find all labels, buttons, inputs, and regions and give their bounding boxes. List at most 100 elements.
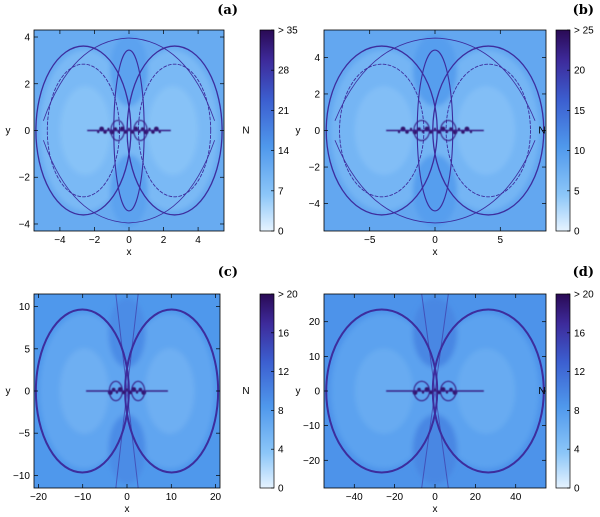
y-tick-label: 0 bbox=[314, 387, 320, 398]
x-axis-label: x bbox=[127, 247, 132, 258]
colorbar-label: N bbox=[242, 126, 249, 137]
y-axis-label: y bbox=[296, 126, 301, 137]
colorbar-tick-label: > 35 bbox=[278, 26, 298, 37]
y-tick-label: 20 bbox=[309, 317, 321, 328]
cluster-dot bbox=[445, 130, 449, 134]
x-tick-label: 5 bbox=[498, 235, 504, 246]
heatmap-basins bbox=[330, 34, 540, 227]
central-cluster bbox=[86, 380, 168, 402]
chart-panel-4: −40 −20 0 20 40 −20 −10 0 10 20 x y 0 4 8 12 16 > 20 N (d) bbox=[296, 265, 595, 515]
panel-letter: (b) bbox=[573, 3, 594, 18]
cluster-dot bbox=[421, 391, 425, 394]
colorbar-tick-label: 15 bbox=[574, 106, 586, 117]
cluster-dot bbox=[445, 391, 449, 394]
cluster-loop-left bbox=[110, 119, 125, 142]
cluster-dot bbox=[433, 388, 437, 391]
colorbar-tick-label: > 25 bbox=[574, 26, 594, 37]
colorbar-tick-label: 12 bbox=[574, 367, 586, 378]
heatmap-basins bbox=[39, 34, 219, 227]
y-tick-label: −4 bbox=[309, 199, 321, 210]
central-cluster bbox=[87, 119, 171, 142]
colorbar-tick-label: 0 bbox=[278, 227, 284, 238]
colorbar-tick-label: 0 bbox=[278, 484, 284, 495]
y-tick-label: −10 bbox=[303, 421, 320, 432]
cluster-dot bbox=[421, 130, 425, 134]
x-tick-label: −20 bbox=[30, 492, 47, 503]
y-tick-label: −10 bbox=[13, 471, 30, 482]
colorbar-tick-label: 20 bbox=[574, 66, 586, 77]
y-tick-label: −2 bbox=[309, 163, 321, 174]
central-cluster bbox=[386, 119, 484, 142]
colorbar-tick-label: 8 bbox=[574, 406, 580, 417]
y-tick-label: −4 bbox=[19, 219, 31, 230]
basin-bottom bbox=[110, 154, 148, 227]
x-tick-label: −40 bbox=[346, 492, 363, 503]
colorbar-tick-label: 7 bbox=[278, 186, 284, 197]
y-tick-label: 10 bbox=[19, 302, 31, 313]
basin-right-core bbox=[147, 86, 198, 175]
basin-bottom bbox=[412, 414, 458, 485]
y-tick-label: −5 bbox=[19, 429, 31, 440]
panel-letter: (d) bbox=[573, 265, 594, 280]
colorbar bbox=[555, 29, 571, 232]
x-tick-label: 0 bbox=[432, 492, 438, 503]
y-tick-label: 5 bbox=[24, 344, 30, 355]
y-tick-label: 4 bbox=[24, 33, 30, 44]
basin-top bbox=[110, 34, 148, 107]
heatmap-field bbox=[34, 294, 220, 488]
y-tick-label: 10 bbox=[309, 352, 321, 363]
heatmap-field bbox=[34, 30, 224, 231]
cluster-loop-right bbox=[131, 380, 146, 402]
basin-left-core bbox=[354, 348, 414, 434]
heatmap-field bbox=[324, 30, 546, 231]
x-tick-label: 40 bbox=[510, 492, 522, 503]
colorbar-tick-label: 4 bbox=[278, 445, 284, 456]
x-tick-label: −20 bbox=[386, 492, 403, 503]
colorbar bbox=[259, 29, 275, 232]
heatmap-basins bbox=[330, 297, 540, 485]
y-axis-label: y bbox=[6, 126, 11, 137]
colorbar-tick-label: > 20 bbox=[278, 290, 298, 301]
cluster-dot bbox=[457, 127, 461, 131]
x-tick-label: 2 bbox=[161, 235, 167, 246]
colorbar-tick-label: 10 bbox=[574, 146, 586, 157]
basin-left-core bbox=[354, 86, 414, 175]
boundary-top-arc bbox=[43, 37, 215, 121]
cluster-loop-right bbox=[133, 119, 148, 142]
colorbar-tick-label: 0 bbox=[574, 227, 580, 238]
colorbar-tick-label: 4 bbox=[574, 445, 580, 456]
chart-panel-1: −4 −2 0 2 4 −4 −2 0 2 4 x y 0 7 14 21 28 > 35 N (a) bbox=[6, 3, 299, 258]
heatmap-field bbox=[324, 294, 546, 488]
x-tick-label: −4 bbox=[54, 235, 66, 246]
cluster-dot bbox=[127, 127, 131, 131]
colorbar-tick-label: 28 bbox=[278, 66, 290, 77]
y-tick-label: 0 bbox=[24, 387, 30, 398]
basin-bottom bbox=[412, 154, 458, 227]
cluster-loop-left bbox=[108, 380, 123, 402]
y-tick-label: 0 bbox=[314, 126, 320, 137]
colorbar-tick-label: 5 bbox=[574, 186, 580, 197]
colorbar-tick-label: 16 bbox=[574, 328, 586, 339]
y-tick-label: −2 bbox=[19, 173, 31, 184]
y-axis-label: y bbox=[296, 386, 301, 397]
boundary-bottom-arc bbox=[334, 140, 536, 224]
x-tick-label: 20 bbox=[210, 492, 222, 503]
basin-right-core bbox=[145, 348, 195, 434]
y-axis-label: y bbox=[6, 386, 11, 397]
cluster-dot bbox=[125, 388, 129, 391]
x-tick-label: −2 bbox=[89, 235, 101, 246]
x-tick-label: −5 bbox=[364, 235, 376, 246]
basin-left-core bbox=[60, 86, 111, 175]
boundary-right-inner bbox=[138, 63, 212, 198]
colorbar-label: N bbox=[242, 386, 249, 397]
x-tick-label: 0 bbox=[126, 235, 132, 246]
cluster-dot bbox=[397, 130, 401, 134]
cluster-dot bbox=[433, 127, 437, 131]
y-tick-label: 2 bbox=[24, 79, 30, 90]
x-tick-label: 20 bbox=[470, 492, 482, 503]
cluster-dot bbox=[107, 127, 110, 131]
colorbar bbox=[555, 293, 571, 489]
cluster-dot bbox=[115, 391, 119, 394]
